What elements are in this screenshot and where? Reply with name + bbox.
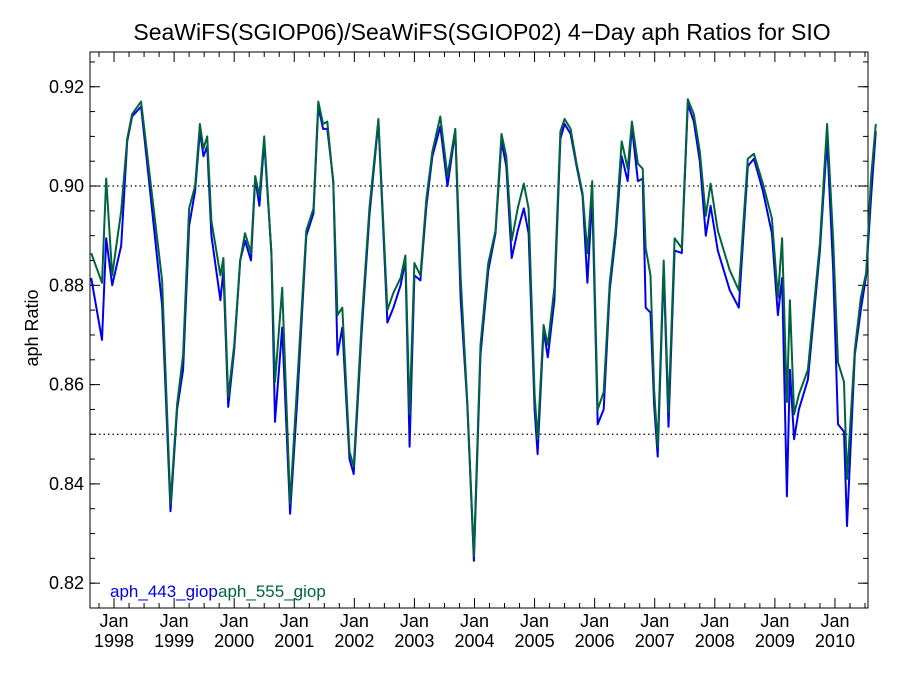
- x-tick-year-label: 1998: [94, 631, 134, 651]
- x-tick-year-label: 2002: [334, 631, 374, 651]
- x-tick-month-label: Jan: [400, 611, 429, 631]
- x-tick-month-label: Jan: [280, 611, 309, 631]
- x-tick-year-label: 2008: [695, 631, 735, 651]
- y-axis-label: aph Ratio: [22, 289, 42, 366]
- legend-entry-aph-443-giop: aph_443_giop: [110, 582, 218, 601]
- series-line-aph-555-giop: [90, 98, 877, 557]
- y-tick-label: 0.84: [49, 474, 84, 494]
- x-tick-year-label: 2009: [755, 631, 795, 651]
- x-tick-month-label: Jan: [160, 611, 189, 631]
- plot-frame: [89, 51, 869, 609]
- y-tick-label: 0.86: [49, 375, 84, 395]
- x-tick-month-label: Jan: [460, 611, 489, 631]
- x-tick-year-label: 2007: [635, 631, 675, 651]
- x-tick-year-label: 2000: [214, 631, 254, 651]
- x-tick-month-label: Jan: [760, 611, 789, 631]
- y-tick-label: 0.88: [49, 275, 84, 295]
- x-tick-month-label: Jan: [220, 611, 249, 631]
- x-tick-year-label: 2003: [394, 631, 434, 651]
- x-tick-year-label: 2006: [575, 631, 615, 651]
- chart-title: SeaWiFS(SGIOP06)/SeaWiFS(SGIOP02) 4−Day …: [133, 19, 830, 45]
- legend-entry-aph-555-giop: aph_555_giop: [218, 582, 326, 601]
- x-tick-month-label: Jan: [340, 611, 369, 631]
- x-tick-month-label: Jan: [640, 611, 669, 631]
- x-tick-year-label: 2004: [454, 631, 494, 651]
- x-tick-month-label: Jan: [820, 611, 849, 631]
- x-tick-year-label: 2005: [515, 631, 555, 651]
- x-tick-year-label: 2001: [274, 631, 314, 651]
- x-tick-month-label: Jan: [700, 611, 729, 631]
- y-tick-label: 0.82: [49, 573, 84, 593]
- y-tick-label: 0.92: [49, 77, 84, 97]
- plot-area: 0.820.840.860.880.900.92Jan1998Jan1999Ja…: [49, 51, 877, 651]
- y-tick-label: 0.90: [49, 176, 84, 196]
- x-tick-month-label: Jan: [520, 611, 549, 631]
- x-tick-month-label: Jan: [100, 611, 129, 631]
- x-tick-month-label: Jan: [580, 611, 609, 631]
- x-tick-year-label: 1999: [154, 631, 194, 651]
- x-tick-year-label: 2010: [815, 631, 855, 651]
